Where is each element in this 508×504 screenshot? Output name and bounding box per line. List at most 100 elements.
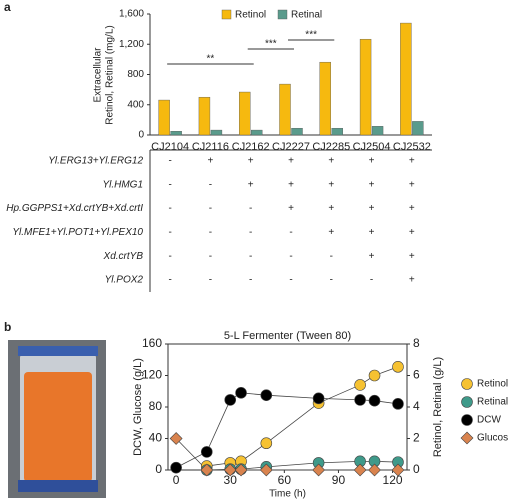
table-cell: + <box>328 227 334 238</box>
marker <box>368 463 381 477</box>
table-cell: + <box>288 179 294 190</box>
marker <box>260 437 273 450</box>
table-cell: - <box>289 251 292 262</box>
marker <box>353 463 367 477</box>
y2-tick-label: 2 <box>413 431 420 445</box>
y2-tick-label: 0 <box>413 462 420 476</box>
marker <box>312 392 325 405</box>
legend-marker <box>460 431 474 445</box>
marker <box>170 461 182 474</box>
bar <box>210 129 223 136</box>
panel-label: a <box>4 0 11 14</box>
legend-label: Retinol <box>235 10 266 21</box>
table-cell: + <box>409 156 415 167</box>
table-cell: - <box>209 251 212 262</box>
marker <box>224 394 237 406</box>
y-tick-label: 400 <box>127 99 144 110</box>
bar <box>319 61 331 136</box>
y-axis-label: Extracellular <box>93 47 104 103</box>
bar <box>158 99 170 136</box>
table-cell: - <box>249 227 252 238</box>
table-cell: - <box>209 275 212 286</box>
bar <box>412 121 424 136</box>
table-cell: - <box>209 179 212 190</box>
significance-label: ** <box>207 54 215 65</box>
bar <box>371 126 384 136</box>
y-tick-label: 0 <box>138 130 144 141</box>
panel-label: b <box>4 320 11 334</box>
legend-marker <box>461 414 473 426</box>
marker <box>200 463 214 477</box>
marker <box>354 394 366 406</box>
table-cell: - <box>249 251 252 262</box>
row-label: Yl.POX2 <box>105 275 144 286</box>
photo <box>8 340 106 498</box>
table-cell: - <box>209 227 212 238</box>
marker <box>312 463 326 477</box>
legend-label: Retinal <box>291 10 322 21</box>
bar <box>359 38 372 136</box>
table-cell: - <box>168 275 171 286</box>
legend-swatch <box>221 9 232 20</box>
x-tick-label: CJ2162 <box>232 141 270 153</box>
chart-title: 5-L Fermenter (Tween 80) <box>224 330 351 342</box>
table-cell: + <box>369 179 375 190</box>
marker <box>391 463 405 477</box>
x-tick-label: 60 <box>278 473 292 487</box>
x-tick-label: 90 <box>332 473 346 487</box>
legend-swatch <box>277 9 288 20</box>
row-label: Xd.crtYB <box>103 251 144 262</box>
table-cell: + <box>409 179 415 190</box>
y-tick-label: 800 <box>127 69 144 80</box>
table-cell: + <box>369 203 375 214</box>
y2-tick-label: 8 <box>413 336 420 350</box>
bar <box>400 22 412 136</box>
y-tick-label: 1,200 <box>119 39 144 50</box>
table-cell: - <box>209 203 212 214</box>
table-cell: - <box>168 251 171 262</box>
x-tick-label: 30 <box>224 473 238 487</box>
table-cell: + <box>328 203 334 214</box>
series-line <box>206 366 399 467</box>
table-cell: - <box>249 275 252 286</box>
bar <box>331 127 343 136</box>
y-tick-label: 120 <box>142 368 162 382</box>
significance-label: *** <box>265 39 277 50</box>
table-cell: + <box>248 179 254 190</box>
y-axis-label: DCW, Glucose (g/L) <box>132 358 144 456</box>
table-cell: + <box>248 156 254 167</box>
table-cell: + <box>208 156 214 167</box>
table-cell: + <box>288 203 294 214</box>
table-cell: - <box>168 179 171 190</box>
marker <box>354 379 366 391</box>
y-tick-label: 160 <box>142 336 162 350</box>
x-tick-label: CJ2104 <box>151 141 189 153</box>
y2-tick-label: 4 <box>413 399 420 413</box>
marker <box>235 387 247 399</box>
legend-label: Retinal <box>477 397 508 408</box>
legend-marker <box>461 378 473 390</box>
bar <box>251 129 263 136</box>
marker <box>169 432 183 445</box>
table-cell: - <box>289 227 292 238</box>
table-cell: + <box>328 156 334 167</box>
table-cell: + <box>409 203 415 214</box>
legend-label: Glucose <box>477 433 508 444</box>
x-tick-label: 120 <box>383 473 403 487</box>
significance-label: *** <box>305 30 317 41</box>
table-cell: + <box>369 156 375 167</box>
y2-axis-label: Retinol, Retinal (g/L) <box>432 357 444 457</box>
y-tick-label: 80 <box>149 399 163 413</box>
x-tick-label: CJ2285 <box>312 141 350 153</box>
table-cell: - <box>168 203 171 214</box>
marker <box>368 369 381 382</box>
table-cell: - <box>249 203 252 214</box>
bar <box>279 83 291 136</box>
marker <box>392 361 404 373</box>
legend-marker <box>461 396 473 408</box>
table-cell: + <box>369 251 375 262</box>
y-tick-label: 0 <box>155 462 162 476</box>
table-cell: - <box>330 275 333 286</box>
x-tick-label: CJ2116 <box>192 141 229 153</box>
bar <box>198 96 211 136</box>
